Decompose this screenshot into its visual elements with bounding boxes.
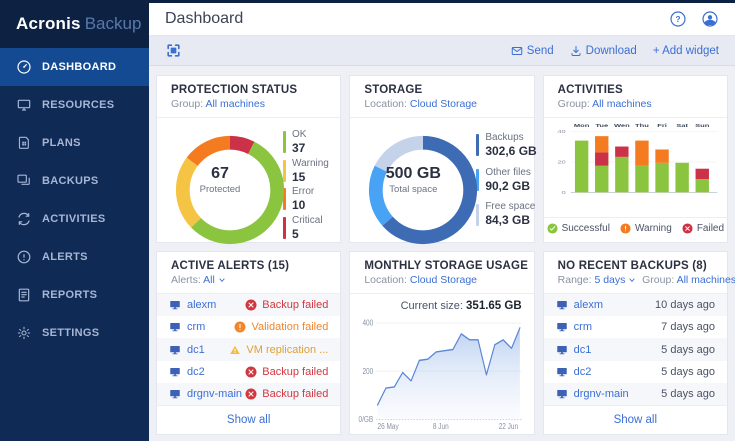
svg-text:Wen: Wen <box>614 123 630 128</box>
svg-text:Sat: Sat <box>676 123 689 128</box>
svg-text:Fri: Fri <box>657 123 667 128</box>
svg-text:22 Jun: 22 Jun <box>499 421 518 431</box>
svg-text:40: 40 <box>557 129 566 134</box>
svg-text:Tue: Tue <box>595 123 608 128</box>
svg-text:200: 200 <box>363 366 374 376</box>
svg-text:?: ? <box>675 15 680 24</box>
svg-text:400: 400 <box>363 318 374 328</box>
svg-text:0: 0 <box>561 190 566 195</box>
svg-text:Mon: Mon <box>574 123 590 128</box>
svg-text:Sun: Sun <box>695 123 709 128</box>
svg-text:20: 20 <box>557 160 566 165</box>
svg-text:26 May: 26 May <box>378 421 400 431</box>
svg-text:8 Jun: 8 Jun <box>433 421 449 431</box>
svg-text:0/GB: 0/GB <box>359 414 374 424</box>
svg-text:Thu: Thu <box>635 123 649 128</box>
